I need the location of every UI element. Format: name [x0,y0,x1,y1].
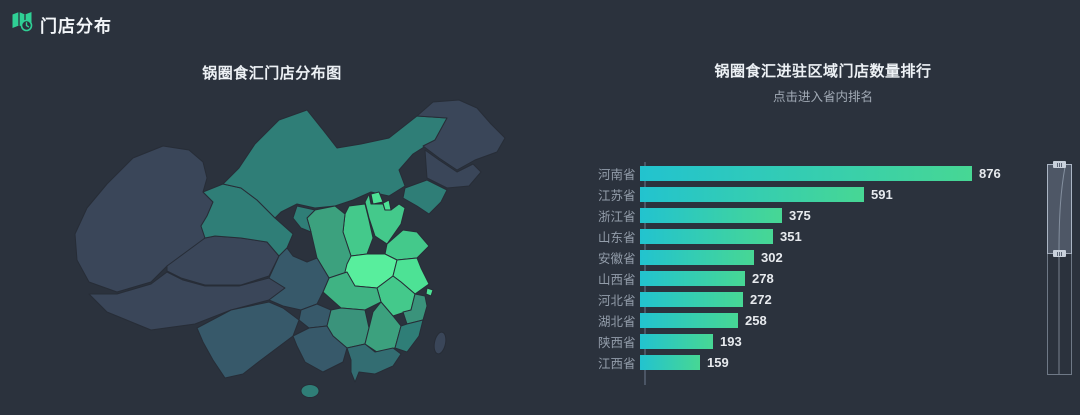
bar-value-label: 302 [761,250,783,265]
bar-rows: 河南省 876 江苏省 591 浙江省 375 山东省 351 安徽省 302 … [598,163,1028,373]
bar-category-label: 湖北省 [598,315,636,329]
bar-category-label: 陕西省 [598,336,636,350]
datazoom-selected-range[interactable] [1047,164,1072,254]
bar-category-label: 山东省 [598,231,636,245]
bar-value-label: 272 [750,292,772,307]
handle-grip [1061,162,1062,167]
province-heilongjiang[interactable] [416,99,506,171]
rank-panel-title: 锅圈食汇进驻区域门店数量排行 [714,63,932,80]
bar-row: 江苏省 591 [598,184,1028,205]
handle-grip [1059,251,1060,256]
province-yunnan[interactable] [196,301,300,379]
province-taiwan[interactable] [432,331,447,355]
bar-row: 江西省 159 [598,352,1028,373]
bar-value-label: 375 [789,208,811,223]
bar-row: 河南省 876 [598,163,1028,184]
bar-row: 陕西省 193 [598,331,1028,352]
province-guangdong[interactable] [346,343,402,383]
handle-grip [1057,162,1058,167]
province-sichuan[interactable] [268,247,330,311]
bar-rect[interactable] [640,355,700,370]
bar-category-label: 河北省 [598,294,636,308]
province-tianjin[interactable] [382,199,392,211]
province-jilin[interactable] [424,149,482,189]
bar-row: 山西省 278 [598,268,1028,289]
bar-category-label: 浙江省 [598,210,636,224]
china-choropleth-map [74,99,506,398]
bar-rect[interactable] [640,166,972,181]
datazoom-handle-top[interactable] [1053,161,1066,168]
map-panel-title: 锅圈食汇门店分布图 [202,65,342,82]
handle-grip [1057,251,1058,256]
province-hainan[interactable] [300,384,320,398]
handle-grip [1061,251,1062,256]
bar-category-label: 江西省 [598,357,636,371]
province-guangxi[interactable] [292,325,348,373]
bar-rect[interactable] [640,292,743,307]
datazoom-slider-track[interactable] [1047,161,1072,375]
bar-rect[interactable] [640,208,782,223]
province-inner-mongolia[interactable] [222,109,448,219]
bar-category-label: 河南省 [598,168,636,182]
province-beijing[interactable] [370,191,384,205]
bar-value-label: 351 [780,229,802,244]
bar-category-label: 安徽省 [598,252,636,266]
bar-row: 安徽省 302 [598,247,1028,268]
bar-rect[interactable] [640,313,738,328]
bar-rect[interactable] [640,229,773,244]
province-ningxia[interactable] [292,205,316,233]
bar-row: 湖北省 258 [598,310,1028,331]
datazoom-handle-bottom[interactable] [1053,250,1066,257]
bar-rect[interactable] [640,187,864,202]
province-liaoning[interactable] [402,179,448,215]
province-fujian[interactable] [394,319,424,353]
bar-row: 浙江省 375 [598,205,1028,226]
bar-row: 河北省 272 [598,289,1028,310]
bar-rect[interactable] [640,271,745,286]
bar-category-label: 山西省 [598,273,636,287]
handle-grip [1059,162,1060,167]
bar-row: 山东省 351 [598,226,1028,247]
province-shanghai[interactable] [425,287,434,297]
bar-value-label: 159 [707,355,729,370]
bar-value-label: 278 [752,271,774,286]
rank-panel-subtitle: 点击进入省内排名 [772,90,873,104]
bar-value-label: 258 [745,313,767,328]
bar-value-label: 591 [871,187,893,202]
page-title: 门店分布 [40,17,112,36]
bar-category-label: 江苏省 [598,189,636,203]
bar-value-label: 193 [720,334,742,349]
bar-rect[interactable] [640,250,754,265]
bar-value-label: 876 [979,166,1001,181]
bar-rect[interactable] [640,334,713,349]
map-clock-icon [12,12,33,32]
